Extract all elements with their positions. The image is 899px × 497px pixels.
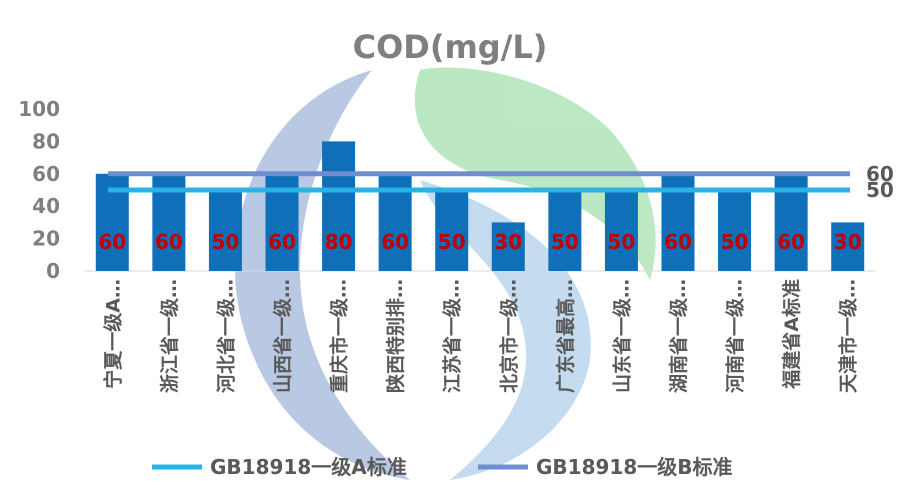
- bar: [548, 190, 582, 271]
- y-tick-label: 80: [32, 129, 60, 153]
- x-tick-label: 湖南省一级…: [667, 279, 690, 393]
- y-tick-label: 20: [32, 227, 60, 251]
- legend: GB18918一级A标准 GB18918一级B标准: [152, 455, 732, 479]
- bar: [718, 190, 752, 271]
- bar-data-label: 60: [777, 230, 805, 254]
- bar-data-label: 50: [212, 230, 240, 254]
- x-tick-label: 广东省最高…: [554, 279, 577, 393]
- bar-data-label: 30: [494, 230, 522, 254]
- bar: [831, 222, 865, 271]
- reference-line-label: 60: [866, 162, 894, 186]
- y-tick-label: 40: [32, 194, 60, 218]
- y-tick-label: 0: [46, 259, 60, 283]
- x-tick-label: 重庆市一级…: [328, 279, 351, 393]
- x-tick-label: 江苏省一级…: [441, 279, 464, 393]
- bar-data-label: 60: [268, 230, 296, 254]
- bar: [491, 222, 525, 271]
- bar-data-label: 50: [721, 230, 749, 254]
- bar-data-label: 80: [325, 230, 353, 254]
- bar-data-label: 30: [834, 230, 862, 254]
- bar: [604, 190, 638, 271]
- x-tick-label: 山西省一级…: [271, 279, 294, 393]
- chart-title: COD(mg/L): [353, 28, 548, 66]
- y-tick-label: 60: [32, 162, 60, 186]
- bar-data-label: 50: [551, 230, 579, 254]
- y-tick-label: 100: [18, 97, 60, 121]
- bar-data-label: 60: [98, 230, 126, 254]
- x-tick-label: 天津市一级…: [837, 279, 860, 393]
- legend-label-b: GB18918一级B标准: [536, 455, 732, 479]
- x-tick-label: 河北省一级…: [214, 279, 237, 393]
- x-tick-label: 河南省一级…: [724, 279, 747, 393]
- bar-data-label: 60: [664, 230, 692, 254]
- bar: [208, 190, 242, 271]
- bar-data-label: 60: [381, 230, 409, 254]
- bar: [435, 190, 469, 271]
- x-tick-label: 山东省一级…: [610, 279, 633, 393]
- reference-line-label: 50: [866, 178, 894, 202]
- x-tick-label: 福建省A标准: [780, 279, 803, 390]
- x-tick-label: 浙江省一级…: [158, 279, 181, 393]
- bar: [322, 141, 356, 271]
- x-tick-label: 北京市一级…: [497, 279, 520, 393]
- legend-label-a: GB18918一级A标准: [210, 455, 407, 479]
- bar-data-label: 50: [608, 230, 636, 254]
- x-tick-label: 陕西特别排…: [384, 279, 407, 393]
- bar-data-label: 60: [155, 230, 183, 254]
- x-tick-label: 宁夏一级A…: [101, 279, 124, 389]
- bar-data-label: 50: [438, 230, 466, 254]
